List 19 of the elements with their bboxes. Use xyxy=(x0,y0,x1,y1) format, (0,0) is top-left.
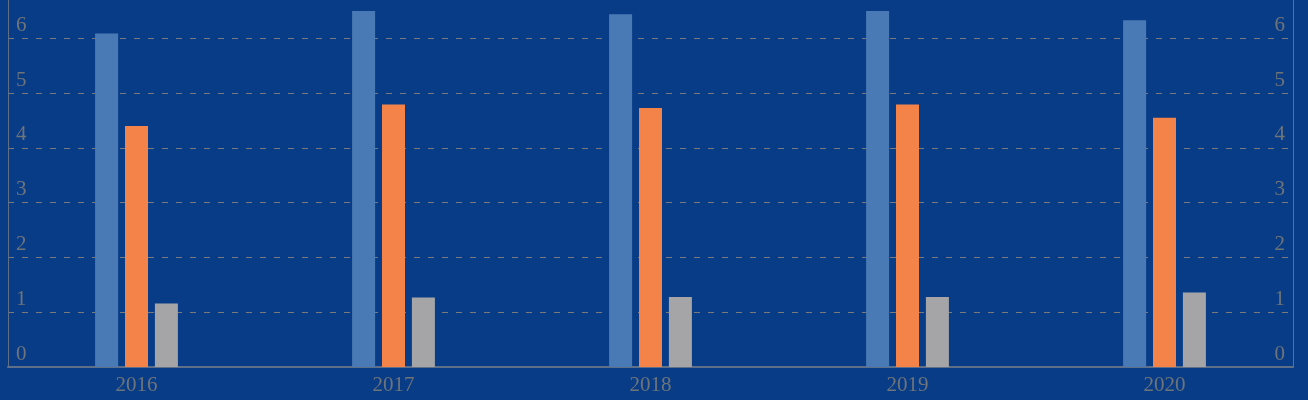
x-tick-label: 2019 xyxy=(886,371,929,396)
y2-tick-label: 4 xyxy=(1274,121,1286,146)
y2-tick-label: 2 xyxy=(1274,230,1285,255)
y-tick-label: 6 xyxy=(16,11,27,36)
y-tick-label: 4 xyxy=(16,121,27,146)
x-tick-label: 2017 xyxy=(372,371,415,396)
y-tick-label: 3 xyxy=(16,176,27,201)
y-tick-label: 5 xyxy=(16,66,27,91)
y2-tick-label: 5 xyxy=(1274,66,1285,91)
x-tick-label: 2016 xyxy=(115,371,158,396)
x-tick-label: 2020 xyxy=(1143,371,1186,396)
y-tick-label: 1 xyxy=(16,285,27,310)
y2-tick-label: 0 xyxy=(1274,340,1285,365)
y-tick-label: 0 xyxy=(16,340,27,365)
y2-tick-label: 6 xyxy=(1274,11,1285,36)
x-tick-label: 2018 xyxy=(629,371,672,396)
y2-tick-label: 3 xyxy=(1274,176,1285,201)
y2-tick-label: 1 xyxy=(1274,285,1285,310)
y-tick-label: 2 xyxy=(16,230,27,255)
